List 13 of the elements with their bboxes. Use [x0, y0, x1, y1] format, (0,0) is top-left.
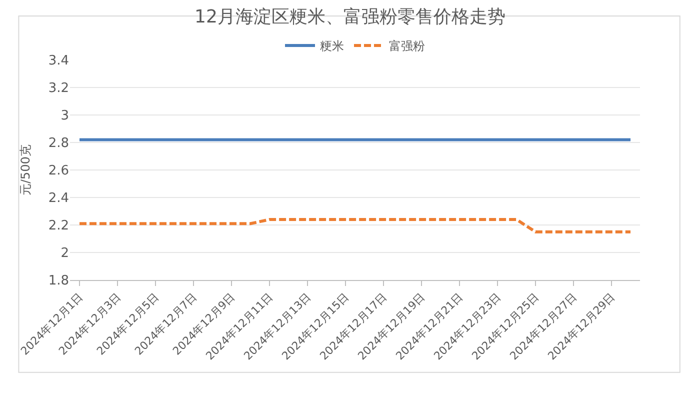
y-tick-label: 2	[60, 246, 69, 262]
y-tick-label: 2.8	[48, 136, 69, 152]
chart-title: 12月海淀区粳米、富强粉零售价格走势	[194, 6, 506, 28]
y-tick-label: 2.4	[48, 191, 69, 206]
y-tick-label: 3.2	[48, 81, 69, 96]
y-tick-label: 3	[60, 108, 69, 124]
legend-label: 富强粉	[389, 39, 425, 54]
y-tick-label: 2.6	[48, 164, 69, 179]
legend-label: 粳米	[320, 39, 344, 54]
y-tick-label: 3.4	[48, 54, 69, 69]
y-tick-label: 2.2	[48, 218, 69, 234]
y-tick-label: 1.8	[48, 274, 69, 289]
y-axis-title: 元/500克	[18, 144, 33, 196]
